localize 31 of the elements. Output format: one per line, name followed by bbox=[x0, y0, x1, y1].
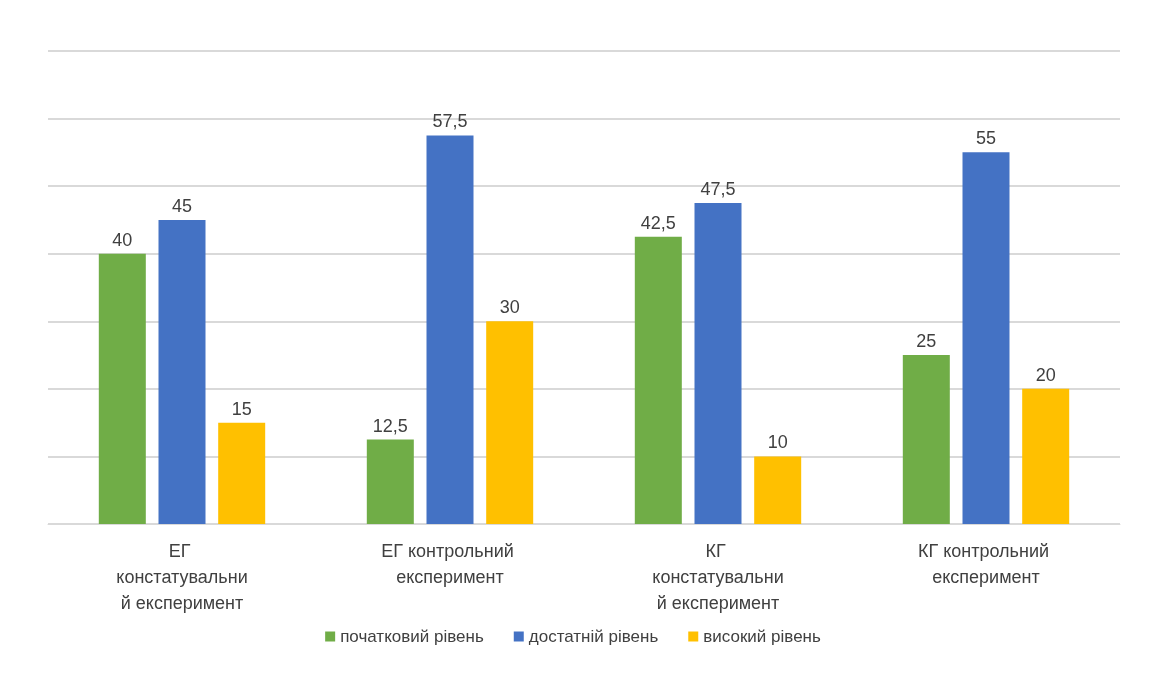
data-label: 55 bbox=[975, 128, 997, 149]
data-label: 25 bbox=[916, 331, 937, 352]
data-label: 57,5 bbox=[432, 111, 468, 132]
x-tick-label: КГ констатувальний експеримент bbox=[652, 541, 784, 613]
data-label: 45 bbox=[171, 195, 193, 216]
data-label: 15 bbox=[231, 398, 252, 419]
bar bbox=[754, 456, 802, 524]
bar bbox=[158, 219, 206, 524]
data-label: 20 bbox=[1035, 364, 1056, 385]
bar bbox=[218, 422, 266, 524]
bar bbox=[694, 203, 742, 524]
legend-label: високий рівень bbox=[703, 627, 821, 646]
bar bbox=[98, 253, 146, 524]
bar bbox=[634, 236, 682, 524]
bar bbox=[426, 135, 474, 524]
x-tick-label: ЕГ контрольний експеримент bbox=[381, 541, 519, 587]
data-label: 12,5 bbox=[372, 415, 408, 436]
bar bbox=[962, 152, 1010, 524]
data-label: 40 bbox=[112, 229, 133, 250]
bar bbox=[1022, 388, 1070, 524]
legend-label: початковий рівень bbox=[340, 627, 484, 646]
data-label: 30 bbox=[499, 297, 520, 318]
x-tick-label: ЕГ констатувальний експеримент bbox=[116, 541, 248, 613]
legend-label: достатній рівень bbox=[528, 627, 659, 646]
bar bbox=[366, 439, 414, 524]
data-label: 47,5 bbox=[700, 179, 736, 200]
bar bbox=[486, 321, 534, 524]
data-label: 42,5 bbox=[640, 212, 676, 233]
x-tick-label: КГ контрольний експеримент bbox=[917, 541, 1055, 587]
data-label: 10 bbox=[767, 432, 788, 453]
bar bbox=[902, 355, 950, 524]
